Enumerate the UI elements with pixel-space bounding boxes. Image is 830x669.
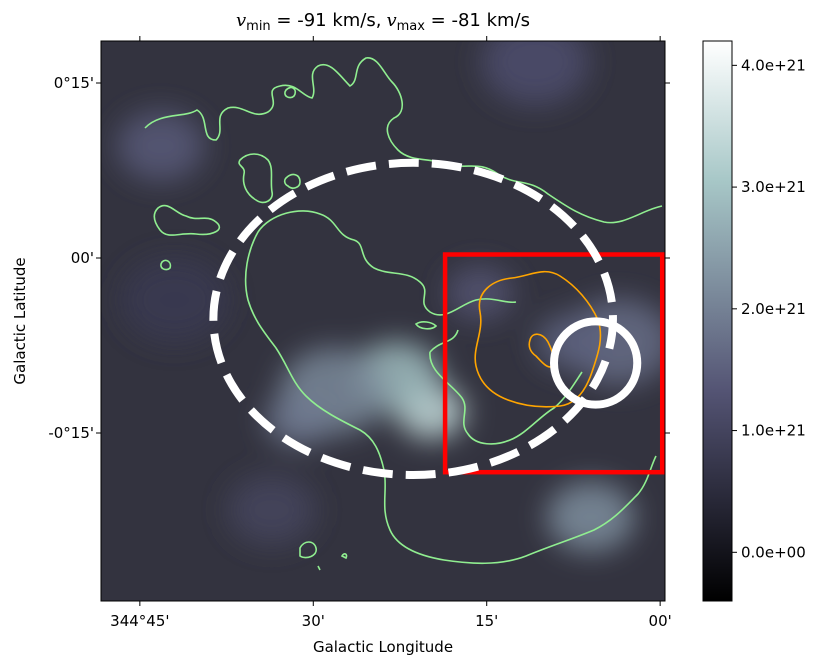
title-vmax-sub: max bbox=[397, 19, 426, 34]
orange-contour-outer bbox=[474, 270, 602, 408]
title-vmax-symbol: v bbox=[386, 10, 396, 31]
title-vmin-sub: min bbox=[246, 19, 271, 34]
y-tick-label: 0°15' bbox=[54, 74, 94, 92]
colorbar-frame bbox=[702, 40, 733, 602]
map-area bbox=[101, 41, 665, 601]
title-vmin-symbol: v bbox=[236, 10, 246, 31]
colorbar: 0.0e+00 1.0e+21 2.0e+21 3.0e+21 4.0e+21 bbox=[702, 40, 806, 602]
white-circle bbox=[550, 317, 642, 409]
colorbar-tick-label: 2.0e+21 bbox=[741, 300, 806, 318]
emission-peak bbox=[546, 481, 635, 553]
x-tick-label: 00' bbox=[649, 612, 672, 630]
y-axis-ticks: 0°15' 00' -0°15' bbox=[48, 74, 670, 442]
x-tick-label: 30' bbox=[302, 612, 325, 630]
red-box bbox=[442, 252, 665, 475]
x-tick-label: 15' bbox=[475, 612, 498, 630]
colorbar-fill bbox=[703, 41, 732, 601]
chart-title: vmin = -91 km/s, vmax = -81 km/s bbox=[236, 10, 530, 34]
colorbar-tick-label: 0.0e+00 bbox=[741, 543, 806, 561]
y-tick-label: -0°15' bbox=[48, 424, 94, 442]
x-tick-label: 344°45' bbox=[110, 612, 169, 630]
emission-peak bbox=[116, 110, 205, 182]
emission-layer bbox=[116, 41, 665, 553]
x-axis-ticks: 344°45' 30' 15' 00' bbox=[110, 36, 672, 630]
plot-frame bbox=[100, 40, 666, 602]
x-axis-label: Galactic Longitude bbox=[313, 638, 453, 656]
title-vmin-value: = -91 km/s, bbox=[271, 10, 382, 31]
y-tick-label: 00' bbox=[71, 249, 94, 267]
overlay-layer bbox=[144, 57, 665, 571]
title-vmax-value: = -81 km/s bbox=[425, 10, 530, 31]
dashed-ellipse bbox=[209, 158, 617, 479]
emission-peak bbox=[120, 256, 229, 344]
emission-peak bbox=[265, 391, 334, 447]
colorbar-tick-label: 4.0e+21 bbox=[741, 56, 806, 74]
colorbar-tick-label: 3.0e+21 bbox=[741, 178, 806, 196]
emission-peak bbox=[481, 41, 590, 106]
colorbar-ticks: 0.0e+00 1.0e+21 2.0e+21 3.0e+21 4.0e+21 bbox=[732, 56, 806, 561]
emission-peak bbox=[227, 474, 316, 546]
y-axis-label: Galactic Latitude bbox=[11, 257, 29, 384]
colorbar-tick-label: 1.0e+21 bbox=[741, 422, 806, 440]
